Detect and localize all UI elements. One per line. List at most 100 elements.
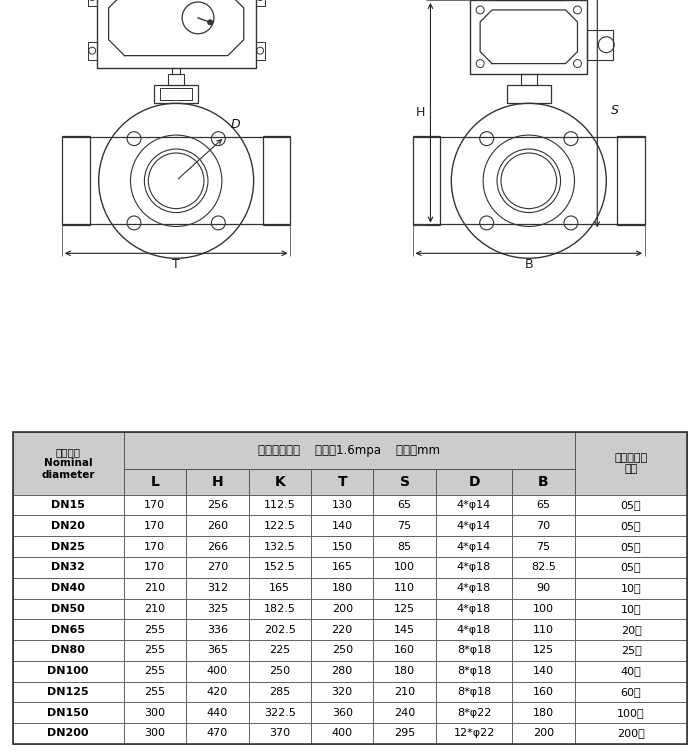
Bar [311, 702, 373, 723]
Bar [512, 723, 575, 744]
Text: B: B [524, 258, 533, 271]
Text: 8*φ18: 8*φ18 [457, 645, 491, 656]
Bar [617, 136, 645, 226]
Bar [13, 661, 124, 681]
Text: 130: 130 [332, 500, 353, 510]
Bar [160, 89, 192, 100]
Bar [186, 723, 248, 744]
Bar [13, 578, 124, 599]
Bar [436, 620, 512, 640]
Bar [373, 469, 436, 495]
Bar [248, 702, 311, 723]
Text: 82.5: 82.5 [531, 562, 556, 572]
Bar [186, 661, 248, 681]
Bar [88, 0, 97, 6]
Text: 4*φ14: 4*φ14 [457, 521, 491, 531]
Bar [575, 495, 687, 515]
Bar [512, 578, 575, 599]
Bar [373, 702, 436, 723]
Text: 180: 180 [332, 583, 353, 593]
Bar [512, 495, 575, 515]
Bar [248, 495, 311, 515]
Text: 270: 270 [206, 562, 228, 572]
Text: 140: 140 [332, 521, 353, 531]
Bar [373, 681, 436, 702]
Text: 110: 110 [394, 583, 415, 593]
Bar [512, 536, 575, 557]
Text: DN150: DN150 [48, 708, 89, 717]
Text: 322.5: 322.5 [264, 708, 295, 717]
Text: 255: 255 [144, 687, 165, 697]
Bar [575, 515, 687, 536]
Bar [512, 515, 575, 536]
Text: 160: 160 [533, 687, 554, 697]
Bar [248, 661, 311, 681]
Bar [248, 578, 311, 599]
Text: 255: 255 [144, 625, 165, 635]
Bar [124, 557, 186, 578]
Text: 180: 180 [533, 708, 554, 717]
Bar [186, 536, 248, 557]
Bar [248, 723, 311, 744]
Text: 132.5: 132.5 [264, 541, 295, 552]
Bar [512, 599, 575, 620]
Bar [470, 0, 587, 74]
Bar [248, 557, 311, 578]
Text: 20型: 20型 [621, 625, 641, 635]
Bar [436, 599, 512, 620]
Text: 05型: 05型 [621, 562, 641, 572]
Bar [311, 495, 373, 515]
Bar [124, 723, 186, 744]
Bar [436, 578, 512, 599]
Bar [13, 702, 124, 723]
Bar [436, 640, 512, 661]
Text: S: S [611, 104, 619, 117]
Bar [186, 702, 248, 723]
Text: 8*φ18: 8*φ18 [457, 687, 491, 697]
Text: 8*φ18: 8*φ18 [457, 666, 491, 676]
Text: D: D [468, 475, 480, 489]
Text: 210: 210 [144, 604, 165, 614]
Bar [186, 681, 248, 702]
Text: 280: 280 [332, 666, 353, 676]
Text: 260: 260 [206, 521, 228, 531]
Bar [436, 469, 512, 495]
Bar [124, 620, 186, 640]
Bar [373, 536, 436, 557]
Bar [373, 640, 436, 661]
Text: 75: 75 [536, 541, 550, 552]
Text: DN200: DN200 [48, 729, 89, 738]
Text: 266: 266 [206, 541, 228, 552]
Bar [412, 136, 440, 226]
Text: DN65: DN65 [51, 625, 85, 635]
Text: DN20: DN20 [51, 521, 85, 531]
Text: 122.5: 122.5 [264, 521, 295, 531]
Bar [13, 723, 124, 744]
Bar [124, 702, 186, 723]
Text: 180: 180 [394, 666, 415, 676]
Bar [186, 640, 248, 661]
Text: 10型: 10型 [621, 604, 641, 614]
Bar [62, 136, 90, 226]
Bar [124, 661, 186, 681]
Bar [436, 661, 512, 681]
Bar [575, 620, 687, 640]
Text: 70: 70 [536, 521, 550, 531]
Text: B: B [538, 475, 549, 489]
Text: 470: 470 [206, 729, 228, 738]
Text: 420: 420 [206, 687, 228, 697]
Text: 220: 220 [332, 625, 353, 635]
Text: 312: 312 [206, 583, 228, 593]
Text: 100型: 100型 [617, 708, 645, 717]
Bar [248, 640, 311, 661]
Text: 160: 160 [394, 645, 415, 656]
Text: 170: 170 [144, 562, 165, 572]
Bar [168, 74, 184, 86]
Bar [507, 86, 551, 103]
Text: T: T [172, 258, 180, 271]
Bar [512, 640, 575, 661]
Text: 尺寸标注代号    压力：1.6mpa    单位：mm: 尺寸标注代号 压力：1.6mpa 单位：mm [258, 444, 440, 457]
Text: 12*φ22: 12*φ22 [454, 729, 495, 738]
Text: 10型: 10型 [621, 583, 641, 593]
Bar [575, 599, 687, 620]
